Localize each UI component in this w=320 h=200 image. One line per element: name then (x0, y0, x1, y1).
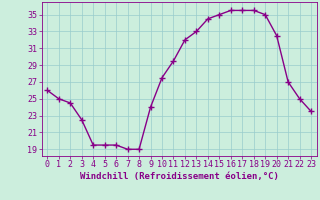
X-axis label: Windchill (Refroidissement éolien,°C): Windchill (Refroidissement éolien,°C) (80, 172, 279, 181)
